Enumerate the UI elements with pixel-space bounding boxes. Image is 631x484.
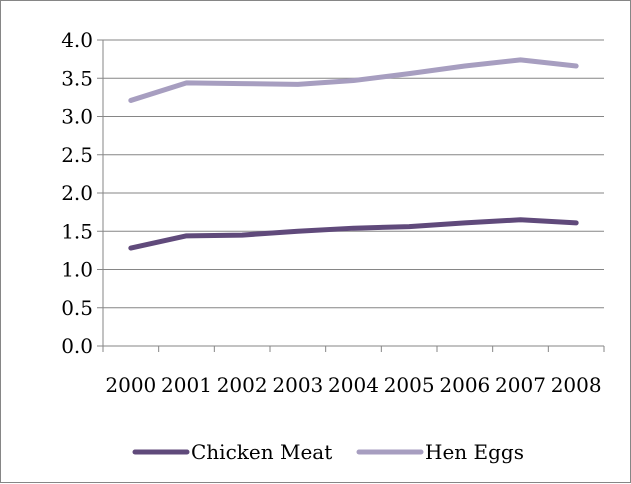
y-tick-label: 0.0 — [61, 334, 93, 358]
series-line-hen-eggs — [128, 57, 579, 103]
x-tick-label: 2002 — [217, 373, 268, 397]
y-tick-label: 3.0 — [61, 105, 93, 129]
legend-label-hen-eggs: Hen Eggs — [425, 440, 524, 464]
x-tick-label: 2004 — [328, 373, 379, 397]
x-tick-label: 2005 — [384, 373, 435, 397]
x-tick-label: 2001 — [161, 373, 212, 397]
gridlines — [103, 39, 604, 309]
x-tick-labels: 2000 2001 2002 2003 2004 2005 2006 2007 2008 — [105, 373, 601, 397]
axes — [97, 39, 605, 352]
series-line-chicken-meat — [128, 217, 579, 251]
legend-label-chicken-meat: Chicken Meat — [191, 440, 332, 464]
y-tick-label: 4.0 — [61, 28, 93, 52]
x-tick-label: 2003 — [272, 373, 323, 397]
y-tick-labels: 0.0 0.5 1.0 1.5 2.0 2.5 3.0 3.5 4.0 — [61, 28, 93, 358]
y-tick-label: 3.5 — [61, 66, 93, 90]
x-tick-label: 2000 — [105, 373, 156, 397]
y-tick-label: 1.0 — [61, 258, 93, 282]
y-tick-label: 2.5 — [61, 143, 93, 167]
series-lines — [128, 57, 579, 251]
x-tick-label: 2008 — [551, 373, 602, 397]
y-tick-label: 0.5 — [61, 296, 93, 320]
y-tick-label: 1.5 — [61, 219, 93, 243]
x-tick-label: 2006 — [439, 373, 490, 397]
y-tick-label: 2.0 — [61, 181, 93, 205]
legend: Chicken Meat Hen Eggs — [132, 440, 524, 464]
x-tick-label: 2007 — [495, 373, 546, 397]
